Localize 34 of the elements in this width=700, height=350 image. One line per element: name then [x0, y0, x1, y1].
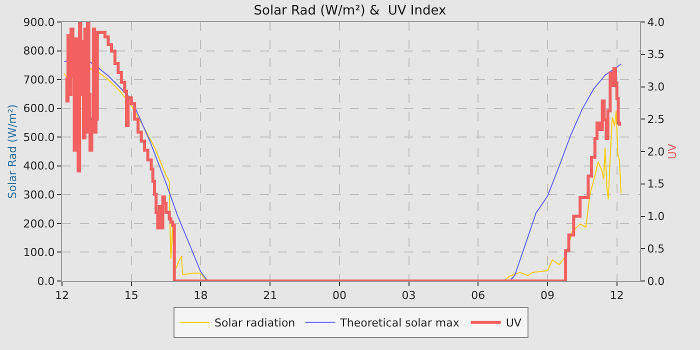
x-tick-label: 06 [471, 289, 486, 302]
y2-tick-label: 3.0 [647, 80, 665, 94]
x-tick-label: 18 [194, 289, 208, 302]
x-tick-label: 21 [263, 289, 278, 302]
y-tick-label: 600.0 [23, 102, 55, 116]
y-tick-label: 200.0 [23, 217, 55, 230]
x-tick-label: 12 [610, 289, 624, 302]
y-tick-label: 700.0 [23, 73, 55, 86]
y2-tick-label: 0.5 [647, 242, 665, 256]
y-tick-label: 100.0 [23, 246, 55, 260]
y-tick-label: 0.0 [37, 274, 55, 288]
y-tick-label: 800.0 [23, 44, 55, 58]
y-axis-title: Solar Rad (W/m²) [6, 104, 19, 199]
y-tick-label: 500.0 [23, 130, 55, 144]
y2-tick-label: 3.5 [647, 48, 665, 62]
y2-tick-label: 2.5 [647, 112, 665, 126]
x-tick-label: 09 [540, 289, 555, 302]
y-tick-label: 900.0 [23, 16, 55, 29]
y2-tick-label: 1.0 [647, 210, 665, 224]
chart-title: Solar Rad (W/m²) & UV Index [254, 3, 447, 18]
y2-tick-label: 2.0 [647, 145, 665, 158]
x-tick-label: 15 [124, 289, 138, 302]
legend-label: Theoretical solar max [339, 316, 460, 330]
x-tick-label: 00 [332, 289, 346, 302]
y2-tick-label: 4.0 [647, 16, 665, 29]
x-tick-label: 12 [55, 289, 69, 302]
x-tick-label: 03 [402, 289, 416, 302]
legend-label: UV [506, 316, 522, 330]
y-tick-label: 400.0 [23, 160, 55, 173]
y2-tick-label: 1.5 [647, 178, 665, 191]
y2-axis-title: UV [666, 143, 679, 160]
y2-tick-label: 0.0 [647, 274, 665, 288]
y-tick-label: 300.0 [23, 188, 55, 202]
legend-label: Solar radiation [214, 316, 296, 330]
